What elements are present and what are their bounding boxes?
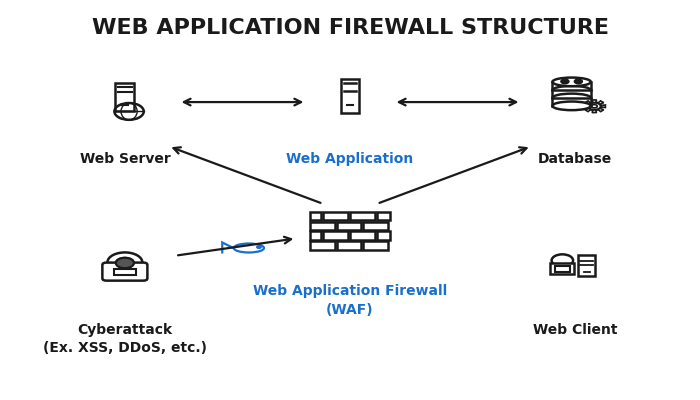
Ellipse shape (234, 244, 264, 252)
Bar (116, 83, 134, 111)
Bar (323, 212, 348, 220)
Text: Web Server: Web Server (80, 152, 170, 166)
FancyBboxPatch shape (102, 262, 148, 281)
Ellipse shape (552, 78, 591, 86)
Text: Database: Database (538, 152, 612, 166)
Bar (310, 231, 321, 240)
Text: Web Client: Web Client (533, 323, 617, 337)
Bar (350, 212, 374, 220)
Polygon shape (592, 110, 596, 112)
Bar (363, 241, 388, 250)
Text: Web Application: Web Application (286, 152, 414, 166)
Polygon shape (585, 101, 591, 104)
Circle shape (257, 246, 261, 248)
Polygon shape (601, 105, 606, 108)
Circle shape (561, 79, 569, 84)
Text: Web Application Firewall
(WAF): Web Application Firewall (WAF) (253, 284, 447, 317)
Polygon shape (598, 108, 603, 112)
Text: Cyberattack
(Ex. XSS, DDoS, etc.): Cyberattack (Ex. XSS, DDoS, etc.) (43, 323, 207, 355)
Polygon shape (598, 101, 603, 104)
Polygon shape (592, 100, 596, 102)
Bar (363, 222, 388, 230)
Bar (323, 231, 348, 240)
Bar (310, 241, 335, 250)
Bar (114, 268, 136, 275)
Bar (578, 255, 595, 276)
Bar (377, 231, 390, 240)
Polygon shape (585, 108, 591, 112)
Bar (555, 266, 570, 272)
Bar (550, 263, 575, 274)
Bar (310, 222, 335, 230)
Bar (350, 231, 374, 240)
Circle shape (116, 258, 134, 268)
Ellipse shape (552, 102, 591, 110)
Polygon shape (583, 105, 588, 108)
Bar (342, 79, 358, 113)
Bar (337, 241, 361, 250)
Circle shape (574, 79, 582, 84)
Bar (337, 222, 361, 230)
Text: WEB APPLICATION FIREWALL STRUCTURE: WEB APPLICATION FIREWALL STRUCTURE (92, 18, 608, 38)
Bar (377, 212, 390, 220)
Bar (310, 212, 321, 220)
